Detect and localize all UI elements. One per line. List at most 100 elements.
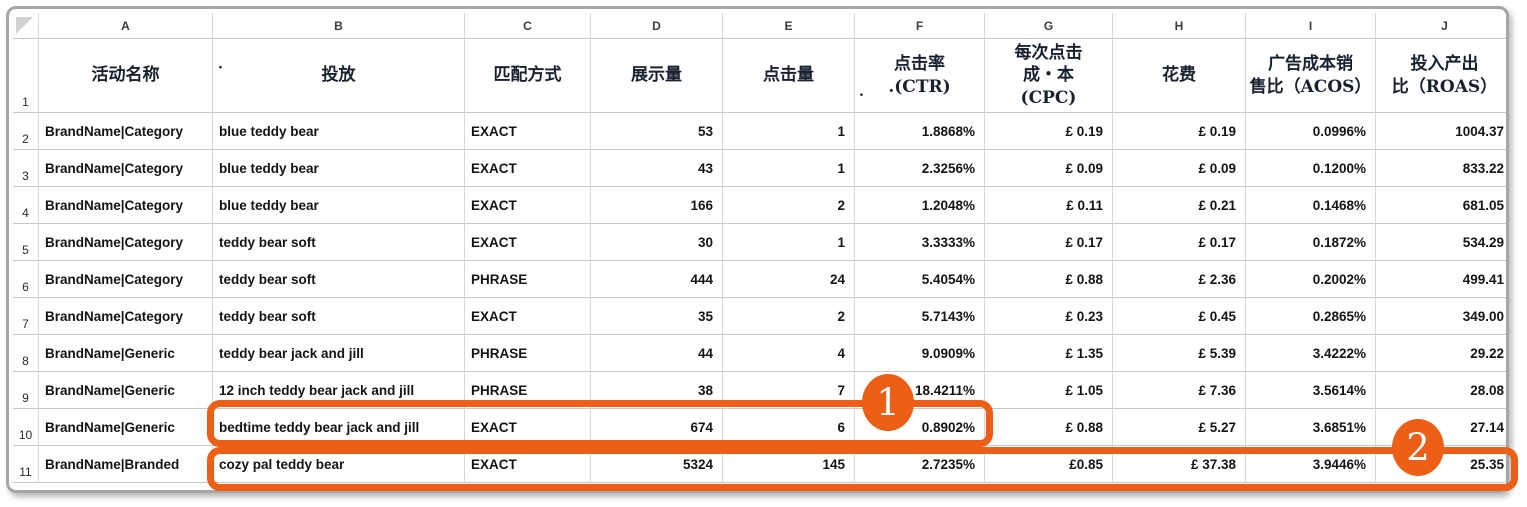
column-header-F[interactable]: F xyxy=(855,13,985,39)
cell-E5[interactable]: 1 xyxy=(723,224,855,261)
cell-B4[interactable]: blue teddy bear xyxy=(213,187,465,224)
header-cell-C[interactable]: 匹配方式 xyxy=(465,39,591,113)
cell-H6[interactable]: £ 2.36 xyxy=(1113,261,1246,298)
select-all-corner[interactable] xyxy=(13,13,39,39)
cell-G10[interactable]: £ 0.88 xyxy=(985,409,1113,446)
cell-C4[interactable]: EXACT xyxy=(465,187,591,224)
cell-B7[interactable]: teddy bear soft xyxy=(213,298,465,335)
cell-J4[interactable]: 681.05 xyxy=(1376,187,1506,224)
cell-J2[interactable]: 1004.37 xyxy=(1376,113,1506,150)
cell-A9[interactable]: BrandName|Generic xyxy=(39,372,213,409)
cell-G8[interactable]: £ 1.35 xyxy=(985,335,1113,372)
cell-H3[interactable]: £ 0.09 xyxy=(1113,150,1246,187)
row-header-10[interactable]: 10 xyxy=(13,409,39,446)
cell-E8[interactable]: 4 xyxy=(723,335,855,372)
cell-A2[interactable]: BrandName|Category xyxy=(39,113,213,150)
cell-I10[interactable]: 3.6851% xyxy=(1246,409,1376,446)
column-header-B[interactable]: B xyxy=(213,13,465,39)
cell-C7[interactable]: EXACT xyxy=(465,298,591,335)
cell-A7[interactable]: BrandName|Category xyxy=(39,298,213,335)
cell-F3[interactable]: 2.3256% xyxy=(855,150,985,187)
cell-E10[interactable]: 6 xyxy=(723,409,855,446)
header-cell-G[interactable]: 每次点击 成・本 (CPC) xyxy=(985,39,1113,113)
header-cell-J[interactable]: 投入产出 比（ROAS） xyxy=(1376,39,1506,113)
cell-J9[interactable]: 28.08 xyxy=(1376,372,1506,409)
cell-B6[interactable]: teddy bear soft xyxy=(213,261,465,298)
cell-I9[interactable]: 3.5614% xyxy=(1246,372,1376,409)
cell-G4[interactable]: £ 0.11 xyxy=(985,187,1113,224)
cell-A11[interactable]: BrandName|Branded xyxy=(39,446,213,483)
cell-A6[interactable]: BrandName|Category xyxy=(39,261,213,298)
cell-A3[interactable]: BrandName|Category xyxy=(39,150,213,187)
cell-D8[interactable]: 44 xyxy=(591,335,723,372)
cell-G9[interactable]: £ 1.05 xyxy=(985,372,1113,409)
cell-E4[interactable]: 2 xyxy=(723,187,855,224)
cell-E6[interactable]: 24 xyxy=(723,261,855,298)
cell-I5[interactable]: 0.1872% xyxy=(1246,224,1376,261)
cell-C6[interactable]: PHRASE xyxy=(465,261,591,298)
row-header-7[interactable]: 7 xyxy=(13,298,39,335)
cell-F5[interactable]: 3.3333% xyxy=(855,224,985,261)
cell-J3[interactable]: 833.22 xyxy=(1376,150,1506,187)
column-header-A[interactable]: A xyxy=(39,13,213,39)
cell-G5[interactable]: £ 0.17 xyxy=(985,224,1113,261)
row-header-9[interactable]: 9 xyxy=(13,372,39,409)
cell-I4[interactable]: 0.1468% xyxy=(1246,187,1376,224)
header-cell-H[interactable]: 花费 xyxy=(1113,39,1246,113)
cell-J8[interactable]: 29.22 xyxy=(1376,335,1506,372)
cell-E2[interactable]: 1 xyxy=(723,113,855,150)
header-cell-I[interactable]: 广告成本销 售比（ACOS） xyxy=(1246,39,1376,113)
cell-A10[interactable]: BrandName|Generic xyxy=(39,409,213,446)
header-cell-F[interactable]: 点击率 .(CTR). xyxy=(855,39,985,113)
cell-B3[interactable]: blue teddy bear xyxy=(213,150,465,187)
row-header-4[interactable]: 4 xyxy=(13,187,39,224)
cell-D2[interactable]: 53 xyxy=(591,113,723,150)
cell-I2[interactable]: 0.0996% xyxy=(1246,113,1376,150)
cell-J6[interactable]: 499.41 xyxy=(1376,261,1506,298)
header-cell-A[interactable]: 活动名称 xyxy=(39,39,213,113)
cell-F8[interactable]: 9.0909% xyxy=(855,335,985,372)
cell-G2[interactable]: £ 0.19 xyxy=(985,113,1113,150)
cell-A4[interactable]: BrandName|Category xyxy=(39,187,213,224)
column-header-C[interactable]: C xyxy=(465,13,591,39)
cell-C8[interactable]: PHRASE xyxy=(465,335,591,372)
cell-H5[interactable]: £ 0.17 xyxy=(1113,224,1246,261)
cell-F2[interactable]: 1.8868% xyxy=(855,113,985,150)
column-header-D[interactable]: D xyxy=(591,13,723,39)
cell-C10[interactable]: EXACT xyxy=(465,409,591,446)
cell-H4[interactable]: £ 0.21 xyxy=(1113,187,1246,224)
cell-C2[interactable]: EXACT xyxy=(465,113,591,150)
cell-A5[interactable]: BrandName|Category xyxy=(39,224,213,261)
cell-B2[interactable]: blue teddy bear xyxy=(213,113,465,150)
cell-I6[interactable]: 0.2002% xyxy=(1246,261,1376,298)
row-header-6[interactable]: 6 xyxy=(13,261,39,298)
cell-H10[interactable]: £ 5.27 xyxy=(1113,409,1246,446)
cell-B5[interactable]: teddy bear soft xyxy=(213,224,465,261)
cell-I8[interactable]: 3.4222% xyxy=(1246,335,1376,372)
cell-G7[interactable]: £ 0.23 xyxy=(985,298,1113,335)
column-header-G[interactable]: G xyxy=(985,13,1113,39)
cell-H8[interactable]: £ 5.39 xyxy=(1113,335,1246,372)
cell-C5[interactable]: EXACT xyxy=(465,224,591,261)
cell-J7[interactable]: 349.00 xyxy=(1376,298,1506,335)
row-header-2[interactable]: 2 xyxy=(13,113,39,150)
cell-D7[interactable]: 35 xyxy=(591,298,723,335)
cell-A8[interactable]: BrandName|Generic xyxy=(39,335,213,372)
cell-I7[interactable]: 0.2865% xyxy=(1246,298,1376,335)
row-header-8[interactable]: 8 xyxy=(13,335,39,372)
row-header-1[interactable]: 1 xyxy=(13,39,39,113)
cell-G3[interactable]: £ 0.09 xyxy=(985,150,1113,187)
cell-H9[interactable]: £ 7.36 xyxy=(1113,372,1246,409)
row-header-5[interactable]: 5 xyxy=(13,224,39,261)
cell-J5[interactable]: 534.29 xyxy=(1376,224,1506,261)
cell-B8[interactable]: teddy bear jack and jill xyxy=(213,335,465,372)
cell-D4[interactable]: 166 xyxy=(591,187,723,224)
cell-F6[interactable]: 5.4054% xyxy=(855,261,985,298)
row-header-3[interactable]: 3 xyxy=(13,150,39,187)
header-cell-B[interactable]: 投放 · xyxy=(213,39,465,113)
header-cell-E[interactable]: 点击量 xyxy=(723,39,855,113)
cell-E7[interactable]: 2 xyxy=(723,298,855,335)
cell-D5[interactable]: 30 xyxy=(591,224,723,261)
cell-H7[interactable]: £ 0.45 xyxy=(1113,298,1246,335)
cell-E3[interactable]: 1 xyxy=(723,150,855,187)
